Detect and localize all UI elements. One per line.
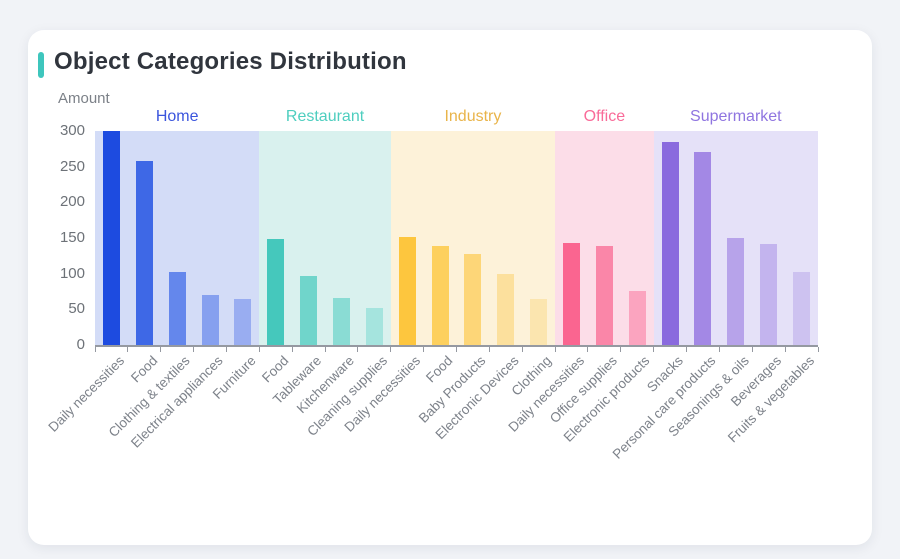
bar-slot [194,131,227,345]
group-label-supermarket: Supermarket [690,108,782,125]
x-axis-ticks [94,347,819,352]
bar-home-electrical-appliances[interactable] [201,295,219,345]
x-axis-tick-mark [686,347,688,352]
bar-restaurant-food[interactable] [267,238,285,345]
y-axis-tick-labels: 0 50 100 150 200 250 300 [28,122,85,353]
y-axis-tick-100: 100 [59,264,85,282]
x-axis-tick-mark [423,347,425,352]
bar-slot [621,131,654,345]
bar-slot [358,131,391,345]
x-axis-tick-mark [817,347,819,352]
y-axis-title: Amount [58,90,110,107]
bar-supermarket-snacks[interactable] [661,142,679,345]
y-axis-tick-200: 200 [59,193,85,211]
group-labels-row: Home Restaurant Industry Office Supermarket [95,104,818,130]
bar-slot [456,131,489,345]
x-axis-tick-mark [357,347,359,352]
y-axis-tick-150: 150 [59,229,85,246]
chart-title: Object Categories Distribution [54,48,407,75]
x-axis-tick-mark [620,347,622,352]
bar-slot [161,131,194,345]
bar-restaurant-kitchenware[interactable] [332,297,350,345]
bar-industry-clothing[interactable] [530,299,548,345]
bar-industry-food[interactable] [431,245,449,345]
bar-slot [424,131,457,345]
bar-slot [128,131,161,345]
bar-slot [325,131,358,345]
bar-home-daily-necessities[interactable] [102,131,120,345]
bar-slot [588,131,621,345]
plot-area [95,131,818,347]
x-axis-tick-mark [258,347,260,352]
x-axis-tick-mark [127,347,129,352]
title-accent-bar [38,52,44,78]
bar-office-office-supplies[interactable] [595,245,613,345]
bar-slot [522,131,555,345]
group-label-office: Office [583,108,626,125]
group-label-restaurant: Restaurant [285,108,365,125]
x-axis-tick-mark [554,347,556,352]
bar-slot [259,131,292,345]
x-axis-tick-mark [751,347,753,352]
x-axis-tick-mark [653,347,655,352]
bar-restaurant-tableware[interactable] [300,275,318,345]
y-axis-tick-250: 250 [59,157,85,175]
bar-industry-daily-necessities[interactable] [398,237,416,345]
x-axis-tick-mark [390,347,392,352]
x-axis-tick-mark [488,347,490,352]
x-axis-tick-mark [324,347,326,352]
bar-home-clothing-textiles[interactable] [168,272,186,345]
x-axis-tick-mark [784,347,786,352]
x-axis-tick-mark [291,347,293,352]
bar-office-electronic-products[interactable] [628,290,646,345]
bar-industry-electronic-devices[interactable] [497,273,515,345]
bar-slot [391,131,424,345]
x-axis-labels: Daily necessities Food Clothing & textiles… [45,353,818,523]
bar-slot [555,131,588,345]
y-axis-tick-0: 0 [76,336,85,353]
x-axis-tick-mark [521,347,523,352]
bar-restaurant-cleaning-supplies[interactable] [365,307,383,345]
group-band-supermarket [653,131,818,345]
bar-industry-baby-products[interactable] [464,254,482,345]
y-axis-tick-300: 300 [59,122,85,139]
y-axis-tick-50: 50 [68,300,85,318]
bar-slot [654,131,687,345]
bar-slot [785,131,818,345]
group-band-office [555,131,654,345]
bar-supermarket-beverages[interactable] [760,244,778,345]
x-axis-tick-mark [160,347,162,352]
bar-slot [687,131,720,345]
x-axis-tick-mark [94,347,96,352]
bar-supermarket-fruits-vegetables[interactable] [793,272,811,345]
bar-home-food[interactable] [135,160,153,345]
bar-supermarket-personal-care-products[interactable] [694,151,712,345]
bar-slot [292,131,325,345]
group-band-home [95,131,260,345]
bar-slot [719,131,752,345]
x-axis-tick-mark [193,347,195,352]
group-band-industry [390,131,556,345]
bar-supermarket-seasonings-oils[interactable] [727,238,745,345]
group-label-home: Home [155,108,199,125]
bar-slot [489,131,522,345]
bar-slot [752,131,785,345]
x-axis-tick-mark [587,347,589,352]
chart-card: Object Categories Distribution Amount Ho… [28,30,872,545]
x-axis-tick-mark [456,347,457,352]
group-band-restaurant [259,131,391,345]
bar-slot [226,131,259,345]
bar-slot [95,131,128,345]
bar-office-daily-necessities[interactable] [563,243,580,345]
bar-home-furniture[interactable] [234,299,252,345]
x-axis-tick-mark [718,347,720,352]
x-axis-tick-mark [225,347,227,352]
group-label-industry: Industry [444,108,502,125]
